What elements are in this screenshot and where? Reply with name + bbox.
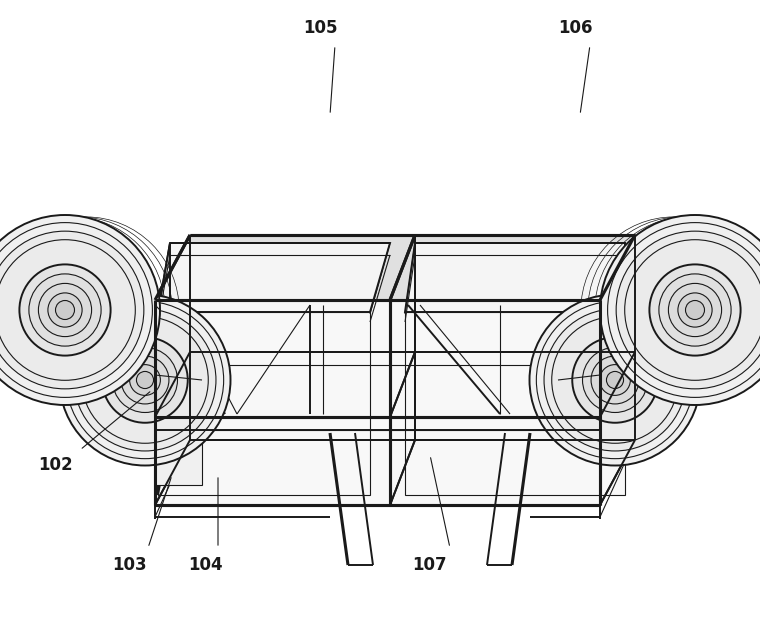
Polygon shape: [158, 243, 390, 312]
Text: 107: 107: [413, 556, 448, 574]
Ellipse shape: [74, 309, 216, 451]
Text: 104: 104: [188, 556, 223, 574]
Ellipse shape: [552, 317, 678, 443]
Ellipse shape: [82, 317, 208, 443]
Ellipse shape: [607, 223, 760, 397]
Ellipse shape: [606, 371, 623, 389]
Ellipse shape: [537, 301, 694, 459]
Ellipse shape: [544, 309, 686, 451]
Ellipse shape: [55, 301, 74, 319]
Ellipse shape: [112, 348, 178, 412]
Ellipse shape: [678, 293, 712, 327]
Ellipse shape: [66, 301, 223, 459]
Ellipse shape: [39, 283, 92, 336]
Ellipse shape: [137, 371, 154, 389]
Ellipse shape: [616, 231, 760, 389]
Ellipse shape: [121, 356, 169, 404]
Ellipse shape: [103, 337, 188, 422]
Polygon shape: [155, 300, 600, 505]
Ellipse shape: [600, 215, 760, 405]
Polygon shape: [155, 422, 600, 505]
Ellipse shape: [130, 364, 160, 396]
Ellipse shape: [20, 265, 111, 356]
Ellipse shape: [29, 274, 101, 346]
Ellipse shape: [59, 295, 230, 466]
Ellipse shape: [600, 364, 630, 396]
Polygon shape: [158, 312, 370, 495]
Polygon shape: [405, 312, 625, 495]
Ellipse shape: [686, 301, 705, 319]
Ellipse shape: [0, 215, 160, 405]
Ellipse shape: [582, 348, 648, 412]
Polygon shape: [155, 320, 202, 485]
Polygon shape: [155, 235, 635, 300]
Polygon shape: [158, 243, 170, 495]
Ellipse shape: [530, 295, 701, 466]
Ellipse shape: [668, 283, 721, 336]
Polygon shape: [405, 243, 625, 312]
Text: 105: 105: [302, 19, 337, 37]
Ellipse shape: [572, 337, 657, 422]
Text: 102: 102: [38, 456, 72, 474]
Ellipse shape: [591, 356, 639, 404]
Ellipse shape: [659, 274, 731, 346]
Ellipse shape: [0, 223, 153, 397]
Ellipse shape: [0, 231, 144, 389]
Text: 106: 106: [558, 19, 592, 37]
Ellipse shape: [649, 265, 740, 356]
Ellipse shape: [0, 240, 135, 380]
Text: 103: 103: [112, 556, 147, 574]
Ellipse shape: [625, 240, 760, 380]
Ellipse shape: [48, 293, 82, 327]
